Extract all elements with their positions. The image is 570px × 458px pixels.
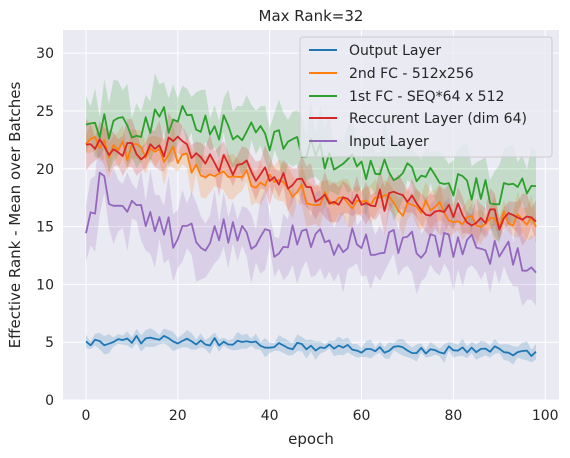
y-tick-label: 15 xyxy=(36,220,54,236)
legend-box xyxy=(299,36,553,158)
band-1 xyxy=(86,121,536,245)
x-axis-ticks: 0 20 40 60 80 100 xyxy=(82,408,559,424)
y-tick-label: 30 xyxy=(36,46,54,62)
series-line-1 xyxy=(85,136,537,230)
band-3 xyxy=(86,112,536,248)
series-lines xyxy=(85,105,537,357)
grid-lines xyxy=(63,30,559,401)
legend-label-output-layer: Output Layer xyxy=(349,43,441,59)
x-tick-label: 100 xyxy=(532,408,559,424)
legend-label-1st-fc: 1st FC - SEQ*64 x 512 xyxy=(349,89,504,105)
x-tick-label: 60 xyxy=(353,408,371,424)
series-line-3 xyxy=(85,135,537,231)
x-tick-label: 0 xyxy=(82,408,91,424)
band-4 xyxy=(86,130,536,307)
y-tick-label: 10 xyxy=(36,277,54,293)
y-tick-label: 0 xyxy=(45,393,54,409)
band-2 xyxy=(86,73,536,244)
legend-label-recurrent-layer: Reccurent Layer (dim 64) xyxy=(349,111,527,127)
legend: Output Layer 2nd FC - 512x256 1st FC - S… xyxy=(299,36,553,158)
y-tick-label: 25 xyxy=(36,104,54,120)
chart-title: Max Rank=32 xyxy=(259,7,364,25)
y-tick-label: 5 xyxy=(45,335,54,351)
x-tick-label: 40 xyxy=(261,408,279,424)
x-axis-label: epoch xyxy=(288,430,334,448)
legend-label-input-layer: Input Layer xyxy=(349,134,429,150)
x-tick-label: 20 xyxy=(169,408,187,424)
series-line-4 xyxy=(85,171,537,274)
y-axis-label: Effective Rank - Mean over Batches xyxy=(6,81,24,348)
legend-label-2nd-fc: 2nd FC - 512x256 xyxy=(349,66,474,82)
y-tick-label: 20 xyxy=(36,162,54,178)
series-line-0 xyxy=(85,335,537,357)
y-axis-ticks: 0 5 10 15 20 25 30 xyxy=(36,46,54,409)
x-tick-label: 80 xyxy=(444,408,462,424)
